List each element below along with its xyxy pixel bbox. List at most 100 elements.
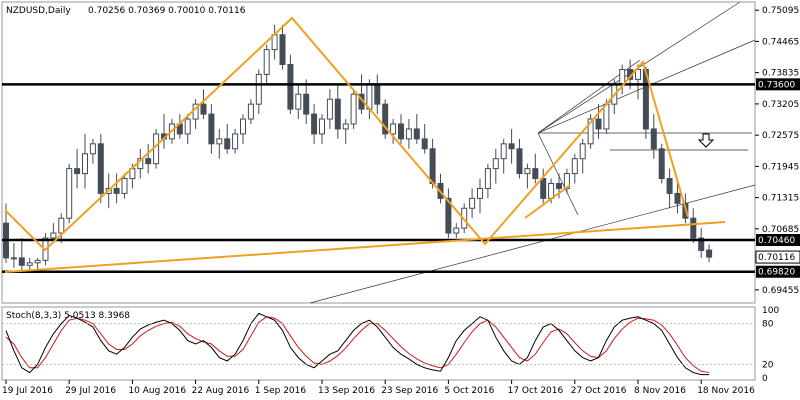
stoch-lines [5, 312, 710, 376]
lower-channel-line [309, 184, 756, 304]
candle-body [287, 63, 294, 110]
candle-body [556, 182, 562, 189]
zigzag-segment [524, 184, 571, 219]
candle-body [579, 143, 586, 160]
stoch-signal-line [5, 316, 710, 374]
zigzag-pattern [4, 16, 726, 273]
price-tick-label: 0.69455 [762, 286, 799, 296]
level-tag-label: 0.73600 [758, 80, 795, 90]
candle-body [398, 123, 404, 140]
candle-body [603, 103, 610, 130]
candle-body [532, 168, 539, 180]
time-tick-label: 19 Jul 2016 [2, 386, 53, 396]
level-tag [756, 78, 800, 91]
candle-body [571, 158, 578, 175]
candle-body [184, 118, 191, 135]
candle-body [429, 148, 436, 184]
candle-body [413, 128, 420, 140]
time-tick-label: 27 Oct 2016 [571, 386, 627, 396]
candle-body [421, 138, 428, 150]
time-tick-label: 10 Aug 2016 [128, 386, 186, 396]
candle-body [548, 182, 555, 199]
down-arrow-icon [697, 133, 715, 148]
candle-body [477, 187, 483, 199]
price-tick-label: 0.72575 [762, 131, 799, 141]
stoch-level-label: 20 [762, 360, 774, 370]
time-axis: 19 Jul 2016 29 Jul 2016 10 Aug 2016 22 Aug … [2, 380, 755, 396]
candle-body [26, 262, 33, 266]
zigzag-line [4, 16, 689, 252]
neckline [4, 221, 726, 273]
price-axis: 0.75095 0.74465 0.73835 0.73205 0.72575 0.719… [755, 6, 799, 296]
candle-body [484, 168, 491, 189]
level-tag-label: 0.69820 [758, 268, 795, 278]
chart-ohlc: 0.70256 0.70369 0.70010 0.70116 [88, 6, 246, 16]
candle-body [382, 103, 389, 135]
candles [3, 24, 713, 273]
candle-body [295, 93, 302, 110]
price-tick-label: 0.73205 [762, 100, 799, 110]
candle-body [263, 49, 270, 75]
candle-body [208, 113, 215, 145]
candle-body [153, 133, 160, 165]
level-tag [756, 234, 800, 247]
candle-body [279, 34, 286, 65]
candle-body [113, 187, 120, 194]
candle-body [666, 178, 673, 194]
stoch-level-label: 0 [762, 374, 768, 384]
time-tick-label: 13 Sep 2016 [318, 386, 375, 396]
candle-body [390, 123, 397, 135]
stoch-level-label: 80 [762, 320, 774, 330]
candle-body [690, 217, 697, 239]
time-tick-label: 18 Nov 2016 [697, 386, 755, 396]
candle-body [121, 178, 128, 194]
candle-body [635, 68, 641, 80]
time-tick-label: 29 Jul 2016 [65, 386, 116, 396]
price-level-tags: 0.73600 0.70460 0.69820 0.70116 [755, 78, 800, 278]
candle-body [10, 257, 17, 260]
candle-body [500, 143, 507, 160]
current-price-label: 0.70116 [758, 253, 795, 263]
candle-body [97, 143, 104, 194]
candle-body [82, 153, 88, 175]
candle-body [247, 103, 254, 120]
main-panel-frame [1, 1, 756, 304]
candle-body [311, 113, 318, 135]
candle-body [405, 128, 412, 140]
support-resistance-lines [2, 83, 755, 273]
candle-body [34, 259, 41, 264]
candle-body [216, 138, 223, 145]
chart-symbol: NZDUSD,Daily [6, 6, 71, 16]
level-tag-label: 0.70460 [758, 236, 795, 246]
price-tick-label: 0.71945 [762, 162, 799, 172]
candle-body [18, 257, 25, 266]
candle-body [58, 217, 65, 234]
candle-body [674, 192, 681, 204]
candle-body [240, 118, 246, 135]
candle-body [374, 83, 381, 105]
current-price-tag [755, 250, 800, 264]
candle-body [508, 143, 515, 150]
candle-body [453, 227, 460, 234]
candle-body [334, 98, 341, 130]
candle-body [200, 103, 207, 115]
candle-body [469, 197, 476, 209]
candle-body [66, 168, 73, 219]
time-tick-label: 17 Oct 2016 [508, 386, 564, 396]
candle-body [595, 118, 602, 130]
price-tick-label: 0.71315 [762, 194, 799, 204]
candle-body [650, 128, 657, 150]
connector-line [537, 132, 579, 216]
candle-body [587, 118, 594, 145]
candle-body [89, 143, 96, 155]
candle-body [326, 98, 333, 120]
candle-body [303, 93, 310, 115]
time-tick-label: 1 Sep 2016 [255, 386, 307, 396]
candle-body [516, 148, 523, 175]
candle-body [145, 158, 152, 165]
candle-body [350, 93, 357, 125]
candle-body [255, 73, 262, 105]
candle-body [540, 178, 547, 199]
price-tick-label: 0.73835 [762, 69, 799, 79]
